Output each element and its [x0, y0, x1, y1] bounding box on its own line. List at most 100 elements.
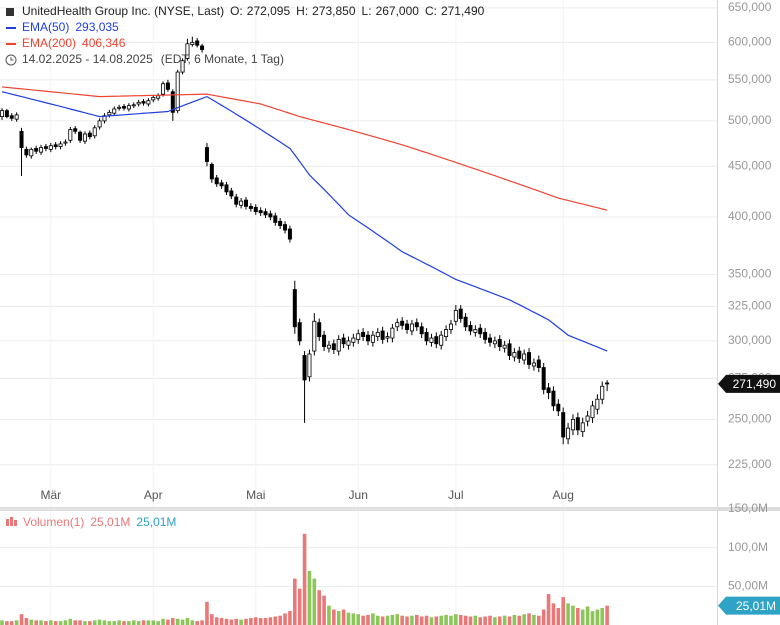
candle-body [375, 331, 380, 338]
legend-text: EMA(200) [22, 36, 76, 50]
volume-bar [390, 614, 395, 625]
candle-body [478, 327, 483, 335]
volume-bar [556, 607, 561, 625]
candle-body [448, 323, 453, 330]
y-tick-label: 100,0M [728, 540, 768, 554]
candle-body [585, 415, 590, 422]
volume-bar [483, 616, 487, 625]
volume-bar [297, 588, 302, 625]
y-tick-label: 50,00M [728, 579, 768, 593]
volume-bar [127, 621, 131, 625]
ema-line [1, 86, 608, 211]
candle-body [370, 334, 375, 343]
x-tick-label: Mai [246, 488, 265, 502]
candle-body [278, 220, 283, 227]
volume-bar [429, 617, 434, 625]
candle-body [273, 215, 278, 223]
candle-body [307, 353, 312, 378]
candle-body [336, 339, 341, 352]
volume-bar [92, 620, 97, 625]
candle-body [463, 316, 468, 328]
volume-bar [258, 618, 263, 625]
symbol-icon [6, 8, 14, 16]
volume-bar [346, 612, 351, 625]
volume-bar [39, 620, 43, 625]
candle-body [151, 97, 156, 101]
candle-body [312, 320, 317, 352]
y-tick-label: 225,000 [728, 457, 772, 471]
volume-bar [468, 616, 473, 625]
vol-icon [14, 520, 17, 526]
volume-bar [419, 616, 424, 625]
volume-bar [551, 603, 556, 625]
volume-bar [585, 606, 590, 625]
candle-body [195, 40, 200, 46]
volume-bar [449, 615, 453, 625]
candle-body [483, 331, 488, 340]
volume-bar [590, 611, 595, 625]
volume-bar [405, 616, 409, 625]
volume-bar [97, 619, 102, 625]
candle-body [302, 355, 307, 381]
legend-text: 273,850 [312, 4, 356, 18]
volume-bar [341, 609, 346, 625]
candle-body [14, 114, 19, 120]
volume-bar [239, 619, 243, 625]
candle-body [219, 182, 224, 187]
volume-bar [122, 621, 126, 625]
candle-body [283, 224, 288, 231]
y-tick-label: 450,000 [728, 158, 772, 172]
volume-bar [580, 609, 585, 625]
candle-body [395, 322, 400, 328]
volume-bar [190, 620, 195, 625]
volume-bar [229, 619, 234, 625]
candle-body [4, 110, 9, 117]
legend-text: 272,095 [247, 4, 291, 18]
vol-icon [6, 519, 9, 526]
volume-bar [102, 620, 107, 625]
candle-body [126, 105, 131, 110]
volume-bar [273, 616, 278, 625]
volume-bar [171, 618, 175, 625]
candle-body [156, 95, 161, 99]
y-tick-label: 300,000 [728, 333, 772, 347]
legend-text: O: [230, 4, 243, 18]
volume-bar [151, 620, 156, 625]
legend-ema200: EMA(200) 406,346 [22, 36, 126, 50]
candle-body [527, 352, 532, 365]
volume-bar [444, 614, 448, 625]
volume-bar [0, 620, 4, 625]
volume-bar [34, 620, 38, 625]
legend-volume: Volumen(1) 25,01M 25,01M [23, 515, 176, 529]
candle-body [234, 196, 239, 205]
volume-bar [283, 613, 287, 625]
legend-ema50: EMA(50) 293,035 [22, 20, 119, 34]
legend-text: 406,346 [82, 36, 126, 50]
candle-body [73, 128, 78, 132]
candle-body [400, 320, 405, 326]
volume-bar [415, 614, 419, 625]
candle-body [517, 350, 522, 359]
candle-body [590, 405, 595, 419]
volume-bar [49, 620, 53, 625]
volume-bar [356, 614, 361, 625]
legend-text: Volumen(1) [23, 515, 84, 529]
candle-body [263, 211, 268, 216]
legend-text: UnitedHealth Group Inc. (NYSE, Last) [22, 4, 224, 18]
price-tag-label: 271,490 [733, 377, 777, 391]
volume-bar [595, 609, 600, 625]
y-tick-label: 325,000 [728, 299, 772, 313]
candle-body [112, 108, 117, 114]
y-tick-label: 600,000 [728, 35, 772, 49]
volume-bar [175, 618, 180, 625]
candle-body [243, 199, 248, 207]
grid [0, 0, 717, 625]
candle-body [258, 210, 263, 214]
candle-body [492, 340, 497, 345]
labels: 225,000250,000275,000300,000325,000350,0… [40, 0, 780, 615]
candle-body [429, 337, 434, 343]
volume-bar [332, 609, 336, 625]
candle-body [87, 132, 92, 138]
y-tick-label: 400,000 [728, 209, 772, 223]
